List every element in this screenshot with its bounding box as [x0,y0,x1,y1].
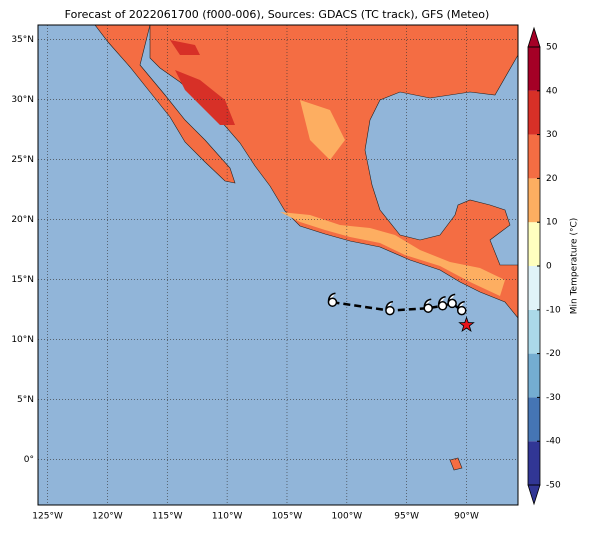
hot-patch [175,70,235,125]
map-area [38,25,518,505]
colorbar-tick-label: 30 [546,130,558,140]
x-tick-label: 110°W [212,512,243,522]
colorbar-tick-label: 40 [546,86,558,96]
colorbar-tick-label: 20 [546,174,558,184]
x-tick-label: 100°W [332,512,363,522]
cyclone-symbol [385,300,395,316]
axes: 125°W 120°W 115°W 110°W 105°W 100°W 95°W 90°W 0°… [11,35,479,522]
x-tick-label: 125°W [32,512,63,522]
track [327,292,475,333]
warm-patch [300,100,345,160]
colorbar-bin [528,266,540,310]
cyclone-symbol [437,296,448,311]
colorbar-tick-label: 10 [546,218,558,228]
current-position [458,316,475,333]
colorbar-bin [528,90,540,135]
baja-california [94,25,236,184]
colorbar-tick-label: -20 [546,349,561,359]
cyclone-symbol [447,293,457,309]
cyclone-symbol [423,298,433,313]
hot-patch [170,40,200,55]
cyclone-symbol [456,300,467,316]
colorbar: -50 -40 -30 -20 -10 0 10 20 30 40 50 [527,26,561,506]
grid [38,25,518,505]
colorbar-extend [527,26,541,48]
colorbar-extend [527,484,541,506]
colorbar-bin [528,134,540,179]
warm-patch [280,212,505,296]
x-tick-label: 120°W [92,512,123,522]
colorbar-bin [528,222,540,266]
colorbar-bin [528,47,540,91]
y-tick-label: 0° [24,455,34,465]
y-tick-label: 35°N [11,35,34,45]
colorbar-label: Min Temperature (°C) [570,218,580,315]
frame [37,24,519,506]
cyclone-symbol [327,292,338,307]
y-tick-label: 15°N [11,275,34,285]
colorbar-tick-label: -10 [546,305,561,315]
colorbar-tick-label: -30 [546,393,561,403]
colorbar-tick-label: -50 [546,481,561,491]
x-tick-label: 105°W [272,512,303,522]
y-tick-label: 20°N [11,215,34,225]
colorbar-bin [528,353,540,398]
y-tick-label: 30°N [11,95,34,105]
y-tick-label: 25°N [11,155,34,165]
colorbar-bin [528,178,540,223]
x-tick-label: 115°W [152,512,183,522]
title: Forecast of 2022061700 (f000-006), Sourc… [65,8,490,21]
x-tick-label: 90°W [454,512,479,522]
colorbar-tick-label: -40 [546,437,561,447]
y-tick-label: 5°N [17,395,34,405]
colorbar-bin [528,309,540,354]
mainland [149,25,518,319]
y-tick-label: 10°N [11,335,34,345]
colorbar-bin [528,397,540,442]
colorbar-tick-label: 50 [546,43,558,53]
colorbar-bin [528,441,540,485]
x-tick-label: 95°W [394,512,419,522]
colorbar-tick-label: 0 [546,262,552,272]
island [449,457,463,471]
